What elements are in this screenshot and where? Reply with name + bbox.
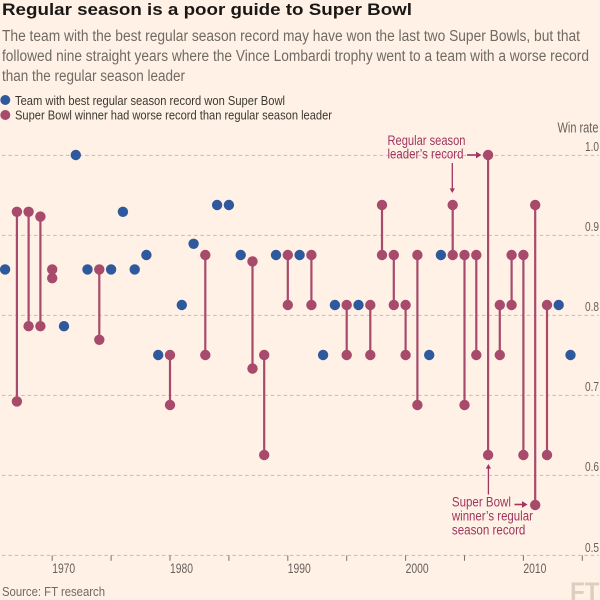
svg-text:Win rate: Win rate xyxy=(558,121,599,137)
svg-text:than the regular season leader: than the regular season leader xyxy=(2,68,185,85)
svg-text:0.9: 0.9 xyxy=(585,219,599,234)
svg-text:Regular season is a poor guide: Regular season is a poor guide to Super … xyxy=(2,1,412,19)
svg-text:winner’s regular: winner’s regular xyxy=(451,509,533,524)
svg-text:The team with the best regular: The team with the best regular season re… xyxy=(2,28,581,45)
svg-text:0.8: 0.8 xyxy=(585,299,599,314)
svg-text:Super Bowl: Super Bowl xyxy=(452,494,511,509)
svg-text:0.6: 0.6 xyxy=(585,459,599,474)
svg-text:Team with best regular season: Team with best regular season record won… xyxy=(15,93,285,108)
svg-text:Regular season: Regular season xyxy=(388,133,466,148)
svg-text:Source: FT research: Source: FT research xyxy=(2,585,105,599)
svg-text:Super Bowl winner had worse re: Super Bowl winner had worse record than … xyxy=(15,107,333,122)
svg-text:season record: season record xyxy=(452,523,526,538)
svg-text:leader’s record: leader’s record xyxy=(388,147,464,162)
svg-text:2010: 2010 xyxy=(523,561,546,576)
svg-text:FT: FT xyxy=(570,577,600,600)
svg-text:1990: 1990 xyxy=(288,561,311,576)
svg-text:1970: 1970 xyxy=(52,561,75,576)
svg-text:1.0: 1.0 xyxy=(585,139,599,154)
svg-text:0.5: 0.5 xyxy=(585,540,599,555)
svg-text:0.7: 0.7 xyxy=(585,379,599,394)
svg-text:1980: 1980 xyxy=(170,561,193,576)
svg-text:2000: 2000 xyxy=(406,561,429,576)
svg-text:followed nine straight years w: followed nine straight years where the V… xyxy=(2,48,589,65)
